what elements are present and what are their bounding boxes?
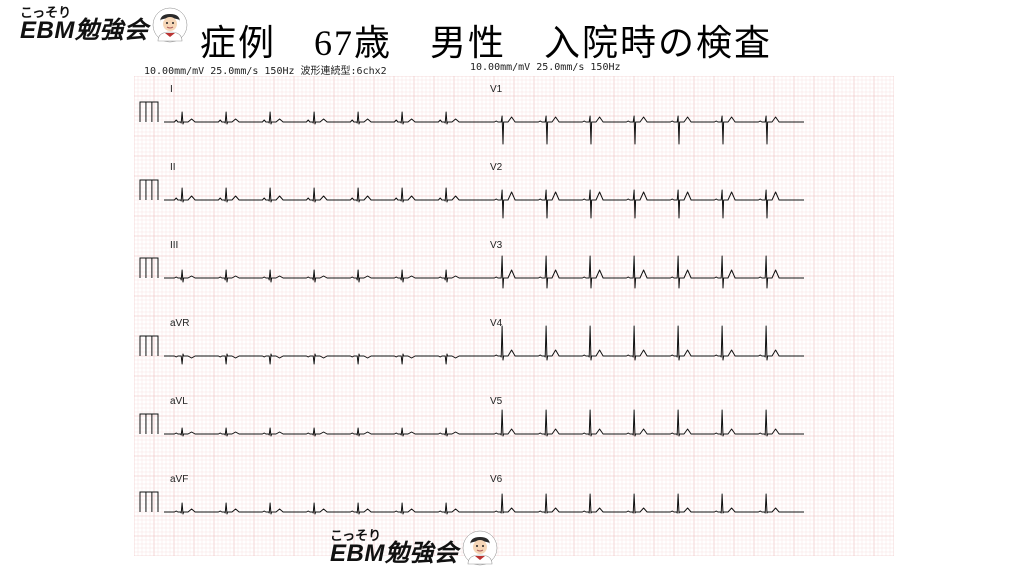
lead-label-V4: V4 — [490, 318, 503, 329]
lead-label-V1: V1 — [490, 84, 503, 95]
ecg-panel: 10.00mm/mV 25.0mm/s 150Hz 波形連続型:6chx2 10… — [134, 76, 894, 556]
lead-label-aVR: aVR — [170, 318, 189, 329]
lead-label-aVF: aVF — [170, 474, 188, 485]
lead-label-I: I — [170, 84, 173, 95]
logo-bottom: こっそり EBM勉強会 — [330, 529, 498, 566]
lead-label-III: III — [170, 240, 178, 251]
lead-label-V2: V2 — [490, 162, 503, 173]
logo-study-bottom: 勉強会 — [385, 540, 459, 567]
lead-label-V3: V3 — [490, 240, 503, 251]
avatar-icon — [152, 7, 188, 43]
logo-main-text-bottom: EBM勉強会 — [330, 542, 458, 566]
page: こっそり EBM勉強会 症例 67歳 男性 入院時の検査 10.00mm/mV … — [0, 0, 1024, 576]
logo-main-text: EBM勉強会 — [20, 19, 148, 43]
lead-label-aVL: aVL — [170, 396, 188, 407]
page-title: 症例 67歳 男性 入院時の検査 — [200, 14, 772, 66]
logo-text-bottom: こっそり EBM勉強会 — [330, 529, 458, 566]
logo-ebm-bottom: EBM — [330, 540, 385, 567]
ecg-settings-right: 10.00mm/mV 25.0mm/s 150Hz — [470, 62, 621, 73]
logo-text: こっそり EBM勉強会 — [20, 6, 148, 43]
logo-ebm: EBM — [20, 17, 75, 44]
ecg-settings-left: 10.00mm/mV 25.0mm/s 150Hz 波形連続型:6chx2 — [144, 62, 387, 77]
lead-label-V6: V6 — [490, 474, 503, 485]
lead-label-II: II — [170, 162, 176, 173]
logo-top: こっそり EBM勉強会 — [20, 6, 188, 43]
lead-label-V5: V5 — [490, 396, 503, 407]
logo-study: 勉強会 — [75, 17, 149, 44]
avatar-icon-bottom — [462, 530, 498, 566]
ecg-svg: IIIIIIaVRaVLaVFV1V2V3V4V5V6 — [134, 76, 894, 556]
